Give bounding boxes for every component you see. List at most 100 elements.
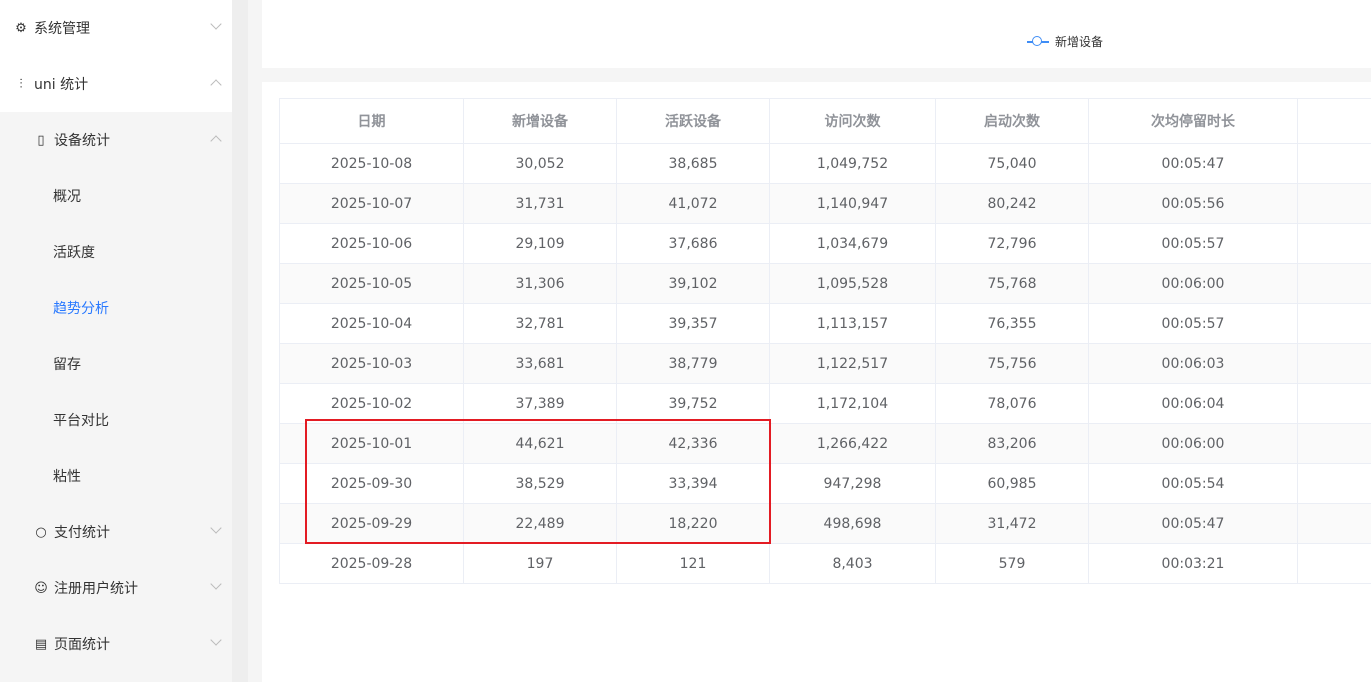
table-cell — [1297, 263, 1371, 304]
chevron-down-icon[interactable] — [210, 634, 222, 646]
chevron-up-icon[interactable] — [210, 79, 222, 91]
table-row: 2025-10-04 32,781 39,357 1,113,157 76,355 00:… — [279, 303, 1371, 344]
sidebar-item-9[interactable]: ○ 支付统计 — [0, 504, 232, 560]
device-icon: ▯ — [37, 132, 45, 148]
table-cell — [1297, 143, 1371, 184]
table-row: 2025-09-28 197 121 8,403 579 00:03:21 — [279, 543, 1371, 584]
table-cell: 30,052 — [463, 143, 617, 184]
table-cell: 00:06:04 — [1088, 383, 1298, 424]
table-row: 2025-10-03 33,681 38,779 1,122,517 75,756 00:… — [279, 343, 1371, 384]
data-table: 日期 新增设备 活跃设备 访问次数 启动次数 次均停留时长 2025-10-08 30,05… — [279, 98, 1371, 584]
sidebar-item-7[interactable]: 平台对比 — [0, 392, 232, 448]
table-cell: 00:06:00 — [1088, 423, 1298, 464]
table-cell: 498,698 — [769, 503, 936, 544]
table-cell: 39,752 — [616, 383, 770, 424]
table-cell: 00:05:56 — [1088, 183, 1298, 224]
sidebar-item-label: 设备统计 — [54, 133, 110, 149]
sidebar-item-label: 概况 — [53, 189, 81, 205]
chevron-down-icon[interactable] — [210, 18, 222, 30]
chevron-up-icon[interactable] — [210, 135, 222, 147]
table-cell: 1,049,752 — [769, 143, 936, 184]
sidebar-item-0[interactable]: ⚙ 系统管理 — [0, 0, 232, 56]
sidebar-item-label: 粘性 — [53, 469, 81, 485]
table-cell: 2025-10-08 — [279, 143, 464, 184]
column-header[interactable]: 新增设备 — [463, 98, 617, 144]
sidebar-item-10[interactable]: ☺ 注册用户统计 — [0, 560, 232, 616]
table-cell: 2025-10-02 — [279, 383, 464, 424]
sidebar-item-4[interactable]: 活跃度 — [0, 224, 232, 280]
page-icon: ▤ — [34, 636, 48, 652]
table-cell: 197 — [463, 543, 617, 584]
table-row: 2025-10-08 30,052 38,685 1,049,752 75,040 00:… — [279, 143, 1371, 184]
chevron-down-icon[interactable] — [210, 578, 222, 590]
table-cell: 2025-10-04 — [279, 303, 464, 344]
table-cell: 2025-10-01 — [279, 423, 464, 464]
sidebar-item-label: 页面统计 — [54, 637, 110, 653]
table-cell: 31,306 — [463, 263, 617, 304]
sidebar-item-label: 留存 — [53, 357, 81, 373]
sidebar-divider — [232, 0, 248, 682]
sidebar-item-1[interactable]: ⫶ uni 统计 — [0, 56, 232, 112]
column-header[interactable] — [1297, 98, 1371, 144]
column-header[interactable]: 次均停留时长 — [1088, 98, 1298, 144]
chart-legend[interactable]: 新增设备 — [1027, 33, 1103, 50]
table-cell: 1,140,947 — [769, 183, 936, 224]
table-cell: 2025-09-29 — [279, 503, 464, 544]
sidebar-item-5[interactable]: 趋势分析 — [0, 280, 232, 336]
table-cell: 42,336 — [616, 423, 770, 464]
chevron-down-icon[interactable] — [210, 522, 222, 534]
table-cell: 83,206 — [935, 423, 1089, 464]
column-header[interactable]: 日期 — [279, 98, 464, 144]
table-cell: 75,756 — [935, 343, 1089, 384]
sidebar-item-6[interactable]: 留存 — [0, 336, 232, 392]
table-cell: 1,266,422 — [769, 423, 936, 464]
table-header-row: 日期 新增设备 活跃设备 访问次数 启动次数 次均停留时长 — [279, 98, 1371, 144]
table-cell — [1297, 463, 1371, 504]
table-cell: 72,796 — [935, 223, 1089, 264]
sidebar-item-8[interactable]: 粘性 — [0, 448, 232, 504]
table-cell — [1297, 223, 1371, 264]
table-cell: 60,985 — [935, 463, 1089, 504]
column-header[interactable]: 活跃设备 — [616, 98, 770, 144]
sidebar-item-label: 趋势分析 — [53, 301, 109, 317]
sidebar-item-label: 系统管理 — [34, 21, 90, 37]
table-cell: 00:06:03 — [1088, 343, 1298, 384]
table-cell: 2025-10-03 — [279, 343, 464, 384]
table-cell: 38,685 — [616, 143, 770, 184]
table-cell: 1,172,104 — [769, 383, 936, 424]
table-row: 2025-09-30 38,529 33,394 947,298 60,985 00:05… — [279, 463, 1371, 504]
table-row: 2025-09-29 22,489 18,220 498,698 31,472 00:05… — [279, 503, 1371, 544]
sidebar-item-11[interactable]: ▤ 页面统计 — [0, 616, 232, 672]
sidebar-item-label: 平台对比 — [53, 413, 109, 429]
column-header[interactable]: 访问次数 — [769, 98, 936, 144]
table-cell: 75,040 — [935, 143, 1089, 184]
table-cell: 00:05:54 — [1088, 463, 1298, 504]
table-cell — [1297, 183, 1371, 224]
table-cell — [1297, 503, 1371, 544]
table-cell: 38,779 — [616, 343, 770, 384]
sidebar-item-3[interactable]: 概况 — [0, 168, 232, 224]
table-cell: 39,357 — [616, 303, 770, 344]
table-cell: 37,686 — [616, 223, 770, 264]
table-cell: 78,076 — [935, 383, 1089, 424]
table-cell — [1297, 383, 1371, 424]
table-cell: 18,220 — [616, 503, 770, 544]
sidebar-item-label: uni 统计 — [34, 77, 89, 93]
table-cell: 39,102 — [616, 263, 770, 304]
sidebar-item-label: 支付统计 — [54, 525, 110, 541]
table-cell: 38,529 — [463, 463, 617, 504]
column-header[interactable]: 启动次数 — [935, 98, 1089, 144]
table-row: 2025-10-06 29,109 37,686 1,034,679 72,796 00:… — [279, 223, 1371, 264]
table-cell: 121 — [616, 543, 770, 584]
table-cell: 31,731 — [463, 183, 617, 224]
table-cell — [1297, 303, 1371, 344]
table-cell: 00:05:57 — [1088, 303, 1298, 344]
table-cell: 00:06:00 — [1088, 263, 1298, 304]
table-cell: 00:05:47 — [1088, 503, 1298, 544]
table-cell — [1297, 543, 1371, 584]
table-cell: 00:03:21 — [1088, 543, 1298, 584]
table-cell — [1297, 423, 1371, 464]
table-cell — [1297, 343, 1371, 384]
sidebar-item-2[interactable]: ▯ 设备统计 — [0, 112, 232, 168]
table-cell: 37,389 — [463, 383, 617, 424]
